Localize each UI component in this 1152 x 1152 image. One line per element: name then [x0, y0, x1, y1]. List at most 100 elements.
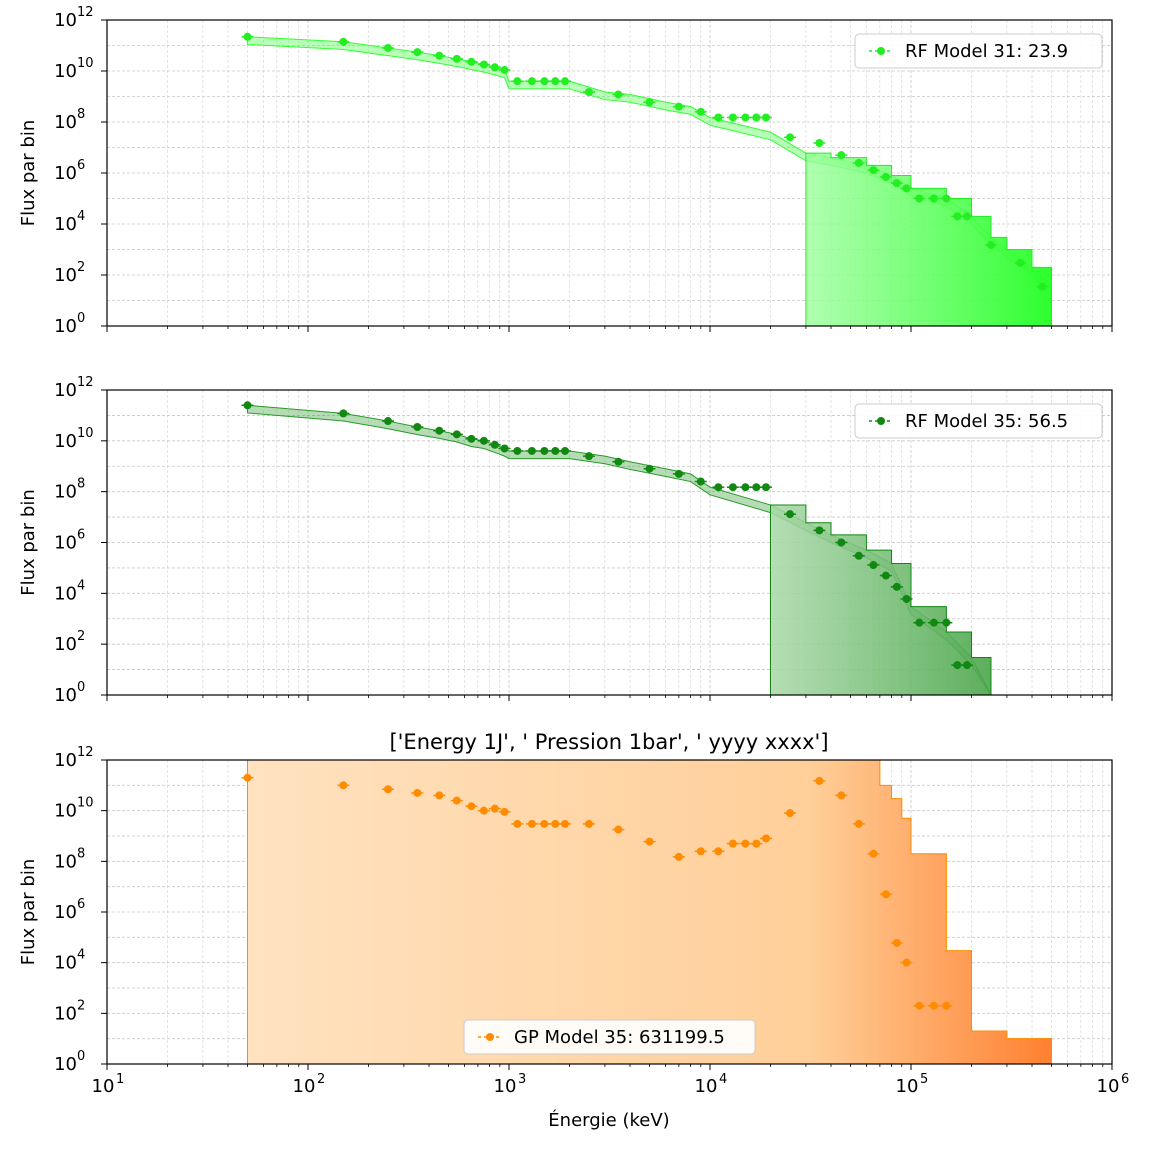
legend-label: GP Model 35: 631199.5: [514, 1027, 725, 1048]
data-point: [762, 834, 771, 843]
data-point: [869, 561, 878, 570]
data-point: [762, 483, 771, 492]
data-point: [741, 839, 750, 848]
y-tick-exponent: 4: [77, 578, 85, 593]
data-point: [963, 212, 972, 221]
x-tick-exponent: 5: [920, 1072, 928, 1087]
data-point: [513, 446, 522, 455]
data-point: [674, 102, 683, 111]
data-point: [854, 551, 863, 560]
data-point: [869, 166, 878, 175]
y-tick-exponent: 8: [77, 107, 85, 122]
y-tick-label: 10: [54, 1054, 77, 1075]
data-point: [714, 483, 723, 492]
y-tick-exponent: 10: [77, 426, 94, 441]
x-tick-exponent: 3: [518, 1072, 526, 1087]
y-tick-label: 10: [54, 163, 77, 184]
data-point: [490, 440, 499, 449]
legend-marker: [877, 47, 885, 55]
y-tick-exponent: 0: [77, 680, 85, 695]
data-point: [892, 582, 901, 591]
data-point: [854, 158, 863, 167]
y-tick-label: 10: [54, 61, 77, 82]
y-tick-label: 10: [54, 902, 77, 923]
y-tick-label: 10: [54, 214, 77, 235]
data-point: [413, 48, 422, 57]
data-point: [527, 446, 536, 455]
data-point: [942, 618, 951, 627]
data-point: [339, 409, 348, 418]
data-point: [881, 890, 890, 899]
y-tick-label: 10: [54, 112, 77, 133]
y-tick-exponent: 12: [77, 375, 94, 390]
x-tick-exponent: 6: [1121, 1072, 1129, 1087]
data-point: [551, 77, 560, 86]
x-tick-label: 10: [1097, 1076, 1120, 1097]
x-axis-label: Énergie (keV): [548, 1109, 669, 1131]
data-point: [714, 847, 723, 856]
data-point: [915, 194, 924, 203]
data-point: [243, 401, 252, 410]
data-point: [728, 483, 737, 492]
y-tick-exponent: 8: [77, 846, 85, 861]
data-point: [467, 57, 476, 66]
y-tick-label: 10: [54, 380, 77, 401]
data-point: [383, 417, 392, 426]
data-point: [561, 819, 570, 828]
data-point: [942, 194, 951, 203]
legend-label: RF Model 31: 23.9: [905, 41, 1068, 62]
y-tick-label: 10: [54, 953, 77, 974]
y-tick-exponent: 6: [77, 158, 85, 173]
data-point: [902, 958, 911, 967]
y-tick-exponent: 10: [77, 796, 94, 811]
data-point: [752, 839, 761, 848]
data-point: [584, 819, 593, 828]
legend-box: [854, 403, 1103, 439]
data-point: [551, 446, 560, 455]
data-point: [467, 434, 476, 443]
data-point: [752, 483, 761, 492]
y-tick-label: 10: [54, 10, 77, 31]
data-point: [513, 77, 522, 86]
data-point: [741, 483, 750, 492]
legend-box: [463, 1019, 756, 1055]
data-point: [383, 43, 392, 52]
data-point: [540, 446, 549, 455]
x-tick-exponent: 1: [116, 1072, 124, 1087]
data-point: [339, 37, 348, 46]
data-point: [942, 1001, 951, 1010]
chart-title: ['Energy 1J', ' Pression 1bar', ' yyyy x…: [389, 730, 828, 754]
data-point: [915, 1001, 924, 1010]
data-point: [953, 212, 962, 221]
data-point: [513, 819, 522, 828]
data-point: [674, 852, 683, 861]
data-point: [696, 477, 705, 486]
data-point: [741, 113, 750, 122]
data-point: [383, 785, 392, 794]
data-point: [986, 241, 995, 250]
data-point: [815, 139, 824, 148]
legend-marker: [877, 417, 885, 425]
data-point: [490, 63, 499, 72]
legend-box: [854, 33, 1103, 69]
data-point: [728, 839, 737, 848]
x-tick-label: 10: [92, 1076, 115, 1097]
data-point: [696, 847, 705, 856]
y-axis-label: Flux par bin: [18, 489, 39, 596]
data-point: [714, 113, 723, 122]
y-tick-exponent: 6: [77, 897, 85, 912]
y-tick-exponent: 10: [77, 56, 94, 71]
data-point: [479, 436, 488, 445]
y-axis-label: Flux par bin: [18, 120, 39, 227]
y-axis-label: Flux par bin: [18, 859, 39, 966]
data-point: [540, 819, 549, 828]
data-point: [915, 618, 924, 627]
data-point: [752, 113, 761, 122]
data-point: [963, 661, 972, 670]
data-point: [467, 802, 476, 811]
data-point: [614, 457, 623, 466]
x-tick-label: 10: [293, 1076, 316, 1097]
data-point: [929, 618, 938, 627]
data-point: [490, 804, 499, 813]
